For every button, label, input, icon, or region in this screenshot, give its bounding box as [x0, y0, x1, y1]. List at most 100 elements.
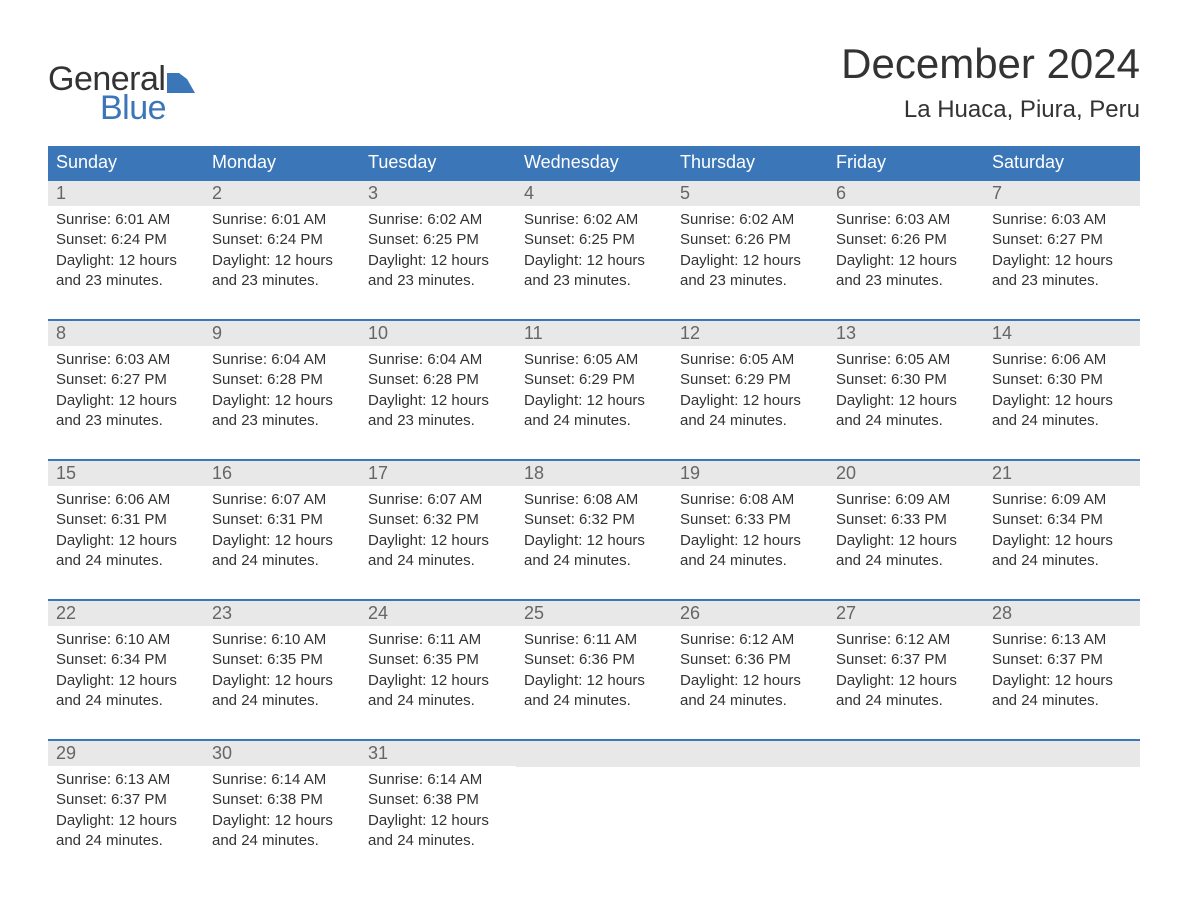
daylight-line: Daylight: 12 hours and 24 minutes.	[524, 391, 664, 432]
sunset-line: Sunset: 6:35 PM	[212, 650, 352, 670]
day-cell	[984, 741, 1140, 859]
sunset-line: Sunset: 6:35 PM	[368, 650, 508, 670]
day-cell: 10Sunrise: 6:04 AMSunset: 6:28 PMDayligh…	[360, 321, 516, 439]
day-number: 31	[360, 741, 516, 766]
day-cell: 5 Sunrise: 6:02 AMSunset: 6:26 PMDaylight…	[672, 181, 828, 299]
day-body: Sunrise: 6:06 AMSunset: 6:30 PMDaylight:…	[984, 346, 1140, 439]
daylight-line: Daylight: 12 hours and 24 minutes.	[56, 671, 196, 712]
day-number: 13	[828, 321, 984, 346]
sunrise-line: Sunrise: 6:09 AM	[836, 490, 976, 510]
sunset-line: Sunset: 6:34 PM	[56, 650, 196, 670]
sunset-line: Sunset: 6:24 PM	[212, 230, 352, 250]
day-cell	[672, 741, 828, 859]
dow-monday: Monday	[204, 146, 360, 179]
month-title: December 2024	[841, 40, 1140, 88]
day-cell: 22Sunrise: 6:10 AMSunset: 6:34 PMDayligh…	[48, 601, 204, 719]
sunrise-line: Sunrise: 6:03 AM	[836, 210, 976, 230]
day-body: Sunrise: 6:10 AMSunset: 6:34 PMDaylight:…	[48, 626, 204, 719]
sunrise-line: Sunrise: 6:02 AM	[368, 210, 508, 230]
sunrise-line: Sunrise: 6:04 AM	[212, 350, 352, 370]
week-row: 15Sunrise: 6:06 AMSunset: 6:31 PMDayligh…	[48, 459, 1140, 579]
day-body: Sunrise: 6:07 AMSunset: 6:31 PMDaylight:…	[204, 486, 360, 579]
day-number: 10	[360, 321, 516, 346]
sunrise-line: Sunrise: 6:03 AM	[56, 350, 196, 370]
day-body: Sunrise: 6:05 AMSunset: 6:29 PMDaylight:…	[672, 346, 828, 439]
day-cell: 16Sunrise: 6:07 AMSunset: 6:31 PMDayligh…	[204, 461, 360, 579]
day-number: 27	[828, 601, 984, 626]
daylight-line: Daylight: 12 hours and 23 minutes.	[680, 251, 820, 292]
sunset-line: Sunset: 6:27 PM	[992, 230, 1132, 250]
day-body: Sunrise: 6:06 AMSunset: 6:31 PMDaylight:…	[48, 486, 204, 579]
sunrise-line: Sunrise: 6:13 AM	[56, 770, 196, 790]
day-body: Sunrise: 6:09 AMSunset: 6:33 PMDaylight:…	[828, 486, 984, 579]
daylight-line: Daylight: 12 hours and 24 minutes.	[992, 531, 1132, 572]
sunset-line: Sunset: 6:24 PM	[56, 230, 196, 250]
daylight-line: Daylight: 12 hours and 24 minutes.	[992, 671, 1132, 712]
day-cell: 28Sunrise: 6:13 AMSunset: 6:37 PMDayligh…	[984, 601, 1140, 719]
day-cell: 8Sunrise: 6:03 AMSunset: 6:27 PMDaylight…	[48, 321, 204, 439]
title-block: December 2024 La Huaca, Piura, Peru	[841, 40, 1140, 124]
day-cell: 17Sunrise: 6:07 AMSunset: 6:32 PMDayligh…	[360, 461, 516, 579]
daylight-line: Daylight: 12 hours and 24 minutes.	[524, 531, 664, 572]
logo: General Blue	[48, 40, 195, 128]
day-body: Sunrise: 6:13 AMSunset: 6:37 PMDaylight:…	[984, 626, 1140, 719]
day-number: 30	[204, 741, 360, 766]
day-body: Sunrise: 6:08 AMSunset: 6:33 PMDaylight:…	[672, 486, 828, 579]
sunrise-line: Sunrise: 6:12 AM	[680, 630, 820, 650]
daylight-line: Daylight: 12 hours and 24 minutes.	[212, 531, 352, 572]
day-number: 24	[360, 601, 516, 626]
location-subtitle: La Huaca, Piura, Peru	[841, 96, 1140, 124]
day-cell: 9Sunrise: 6:04 AMSunset: 6:28 PMDaylight…	[204, 321, 360, 439]
sunset-line: Sunset: 6:26 PM	[680, 230, 820, 250]
day-number: 7	[984, 181, 1140, 206]
sunrise-line: Sunrise: 6:09 AM	[992, 490, 1132, 510]
dow-sunday: Sunday	[48, 146, 204, 179]
dow-tuesday: Tuesday	[360, 146, 516, 179]
dow-friday: Friday	[828, 146, 984, 179]
sunset-line: Sunset: 6:38 PM	[368, 790, 508, 810]
day-number: 16	[204, 461, 360, 486]
daylight-line: Daylight: 12 hours and 24 minutes.	[524, 671, 664, 712]
sunrise-line: Sunrise: 6:06 AM	[992, 350, 1132, 370]
day-number: 19	[672, 461, 828, 486]
sunset-line: Sunset: 6:29 PM	[680, 370, 820, 390]
day-number: 5	[672, 181, 828, 206]
day-cell: 27Sunrise: 6:12 AMSunset: 6:37 PMDayligh…	[828, 601, 984, 719]
daylight-line: Daylight: 12 hours and 24 minutes.	[368, 531, 508, 572]
sunrise-line: Sunrise: 6:13 AM	[992, 630, 1132, 650]
sunrise-line: Sunrise: 6:03 AM	[992, 210, 1132, 230]
sunset-line: Sunset: 6:27 PM	[56, 370, 196, 390]
day-number: 6	[828, 181, 984, 206]
daylight-line: Daylight: 12 hours and 24 minutes.	[56, 811, 196, 852]
day-body: Sunrise: 6:10 AMSunset: 6:35 PMDaylight:…	[204, 626, 360, 719]
sunset-line: Sunset: 6:28 PM	[368, 370, 508, 390]
sunrise-line: Sunrise: 6:05 AM	[524, 350, 664, 370]
sunrise-line: Sunrise: 6:12 AM	[836, 630, 976, 650]
day-body: Sunrise: 6:01 AMSunset: 6:24 PMDaylight:…	[204, 206, 360, 299]
daylight-line: Daylight: 12 hours and 24 minutes.	[212, 671, 352, 712]
day-number: 9	[204, 321, 360, 346]
day-body: Sunrise: 6:03 AMSunset: 6:26 PMDaylight:…	[828, 206, 984, 299]
daylight-line: Daylight: 12 hours and 23 minutes.	[524, 251, 664, 292]
day-number: 17	[360, 461, 516, 486]
logo-text-bottom: Blue	[100, 89, 195, 128]
daylight-line: Daylight: 12 hours and 23 minutes.	[212, 391, 352, 432]
daylight-line: Daylight: 12 hours and 23 minutes.	[992, 251, 1132, 292]
sunrise-line: Sunrise: 6:02 AM	[680, 210, 820, 230]
page-header: General Blue December 2024 La Huaca, Piu…	[48, 40, 1140, 128]
week-row: 8Sunrise: 6:03 AMSunset: 6:27 PMDaylight…	[48, 319, 1140, 439]
day-cell: 12Sunrise: 6:05 AMSunset: 6:29 PMDayligh…	[672, 321, 828, 439]
calendar-grid: Sunday Monday Tuesday Wednesday Thursday…	[48, 146, 1140, 859]
daylight-line: Daylight: 12 hours and 23 minutes.	[212, 251, 352, 292]
day-cell: 30Sunrise: 6:14 AMSunset: 6:38 PMDayligh…	[204, 741, 360, 859]
day-number: 1	[48, 181, 204, 206]
day-body: Sunrise: 6:05 AMSunset: 6:30 PMDaylight:…	[828, 346, 984, 439]
empty-day-number	[984, 741, 1140, 767]
daylight-line: Daylight: 12 hours and 24 minutes.	[680, 671, 820, 712]
day-cell: 11Sunrise: 6:05 AMSunset: 6:29 PMDayligh…	[516, 321, 672, 439]
sunrise-line: Sunrise: 6:10 AM	[212, 630, 352, 650]
day-body: Sunrise: 6:13 AMSunset: 6:37 PMDaylight:…	[48, 766, 204, 859]
daylight-line: Daylight: 12 hours and 23 minutes.	[56, 251, 196, 292]
daylight-line: Daylight: 12 hours and 23 minutes.	[836, 251, 976, 292]
day-body: Sunrise: 6:12 AMSunset: 6:37 PMDaylight:…	[828, 626, 984, 719]
